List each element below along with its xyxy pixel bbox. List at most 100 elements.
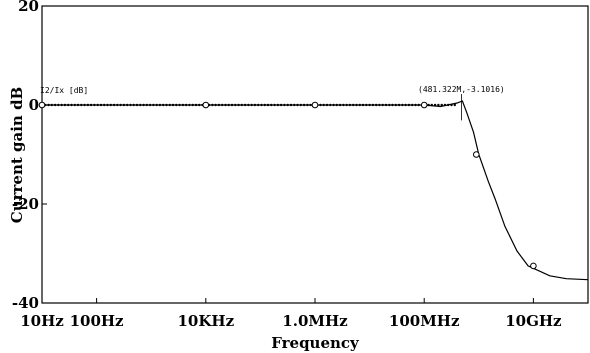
series-marker [530, 262, 537, 270]
sample-dot [211, 103, 214, 107]
sample-dot [152, 103, 155, 107]
sample-dot [168, 103, 171, 107]
axis-ticks [41, 5, 534, 304]
sample-dot [348, 103, 352, 107]
x-axis-title: Frequency [271, 334, 360, 352]
sample-dot [417, 103, 420, 107]
sample-dot [96, 103, 99, 107]
sample-dot [230, 103, 234, 107]
sample-dot [148, 103, 152, 107]
y-tick-label: -40 [12, 294, 39, 312]
sample-dot [306, 103, 309, 107]
sample-dot [184, 103, 188, 107]
sample-dot [122, 103, 126, 107]
sample-dot [109, 103, 113, 107]
series-marker [473, 151, 480, 158]
series-marker [38, 101, 46, 109]
sample-dot [243, 103, 247, 107]
sample-dot [388, 103, 391, 107]
sample-dot [217, 103, 221, 107]
sample-dot [404, 103, 407, 107]
sample-dot [132, 103, 135, 107]
sample-dot [302, 103, 306, 107]
sample-dot [273, 103, 276, 107]
series-marker [202, 101, 210, 109]
sample-dot [433, 103, 437, 107]
sample-dot [237, 103, 240, 107]
y-tick-label: 0 [29, 96, 39, 114]
sample-dot [361, 103, 365, 107]
sample-dot [165, 103, 168, 107]
sample-dot [397, 103, 401, 107]
series-label: I2/Ix [dB] [40, 86, 88, 95]
sample-dot [358, 103, 361, 107]
y-tick-label: -20 [12, 195, 39, 213]
sample-dot [427, 103, 430, 107]
sample-dot [162, 103, 165, 107]
sample-dot [260, 103, 263, 107]
sample-dot [76, 103, 80, 107]
sample-dot [450, 103, 453, 107]
sample-dot [145, 103, 148, 107]
annotations: I2/Ix [dB] (481.322M,-3.1016) [40, 85, 505, 121]
sample-dot [234, 103, 237, 107]
sample-dot [384, 103, 388, 107]
sample-dot [63, 103, 67, 107]
sample-dot [266, 103, 270, 107]
sample-dot [214, 103, 217, 107]
sample-dot [116, 103, 119, 107]
sample-dot [296, 103, 299, 107]
sample-dot [443, 103, 447, 107]
sample-dot [158, 103, 162, 107]
sample-dot [263, 103, 266, 107]
sample-dot [60, 103, 63, 107]
sample-dot [375, 103, 378, 107]
sample-dot [67, 103, 70, 107]
x-tick-label: 10GHz [505, 312, 562, 330]
y-tick-labels: 20 0 -20 -40 [12, 0, 39, 312]
sample-dot [135, 103, 139, 107]
sample-dot [57, 103, 60, 107]
sample-dot [171, 103, 175, 107]
sample-dot [325, 103, 329, 107]
sample-dot [276, 103, 280, 107]
sample-dot [289, 103, 293, 107]
sample-dot [437, 103, 440, 107]
sample-dot [279, 103, 283, 107]
sample-dot [89, 103, 93, 107]
sample-dot [270, 103, 273, 107]
sample-dot [47, 103, 50, 107]
sample-dot [407, 103, 411, 107]
sample-dot [430, 103, 433, 107]
sample-dot [50, 103, 53, 107]
series-marker [311, 101, 319, 109]
x-tick-label: 10KHz [177, 312, 234, 330]
x-tick-label: 100MHz [389, 312, 460, 330]
sample-dot [381, 103, 384, 107]
sample-dot [391, 103, 394, 107]
sample-dot [191, 103, 194, 107]
sample-dot [126, 103, 129, 107]
y-tick-label: 20 [18, 0, 39, 15]
series-marker [420, 101, 428, 109]
sample-dot [368, 103, 371, 107]
cursor-readout: (481.322M,-3.1016) [418, 85, 505, 94]
x-tick-label: 1.0MHz [282, 312, 348, 330]
sample-dot [414, 103, 417, 107]
x-tick-label: 10Hz [20, 312, 64, 330]
sample-dot [440, 103, 443, 107]
sample-dot [250, 103, 253, 107]
sample-dot [253, 103, 257, 107]
sample-dot [335, 103, 338, 107]
sample-dot [345, 103, 348, 107]
sample-dot [227, 103, 230, 107]
sample-dot [371, 103, 375, 107]
sample-dot [129, 103, 132, 107]
sample-dot [119, 103, 122, 107]
sample-dot [329, 103, 332, 107]
sample-dot [53, 103, 57, 107]
sample-dot [224, 103, 227, 107]
sample-dot [401, 103, 404, 107]
sample-dot [73, 103, 77, 107]
